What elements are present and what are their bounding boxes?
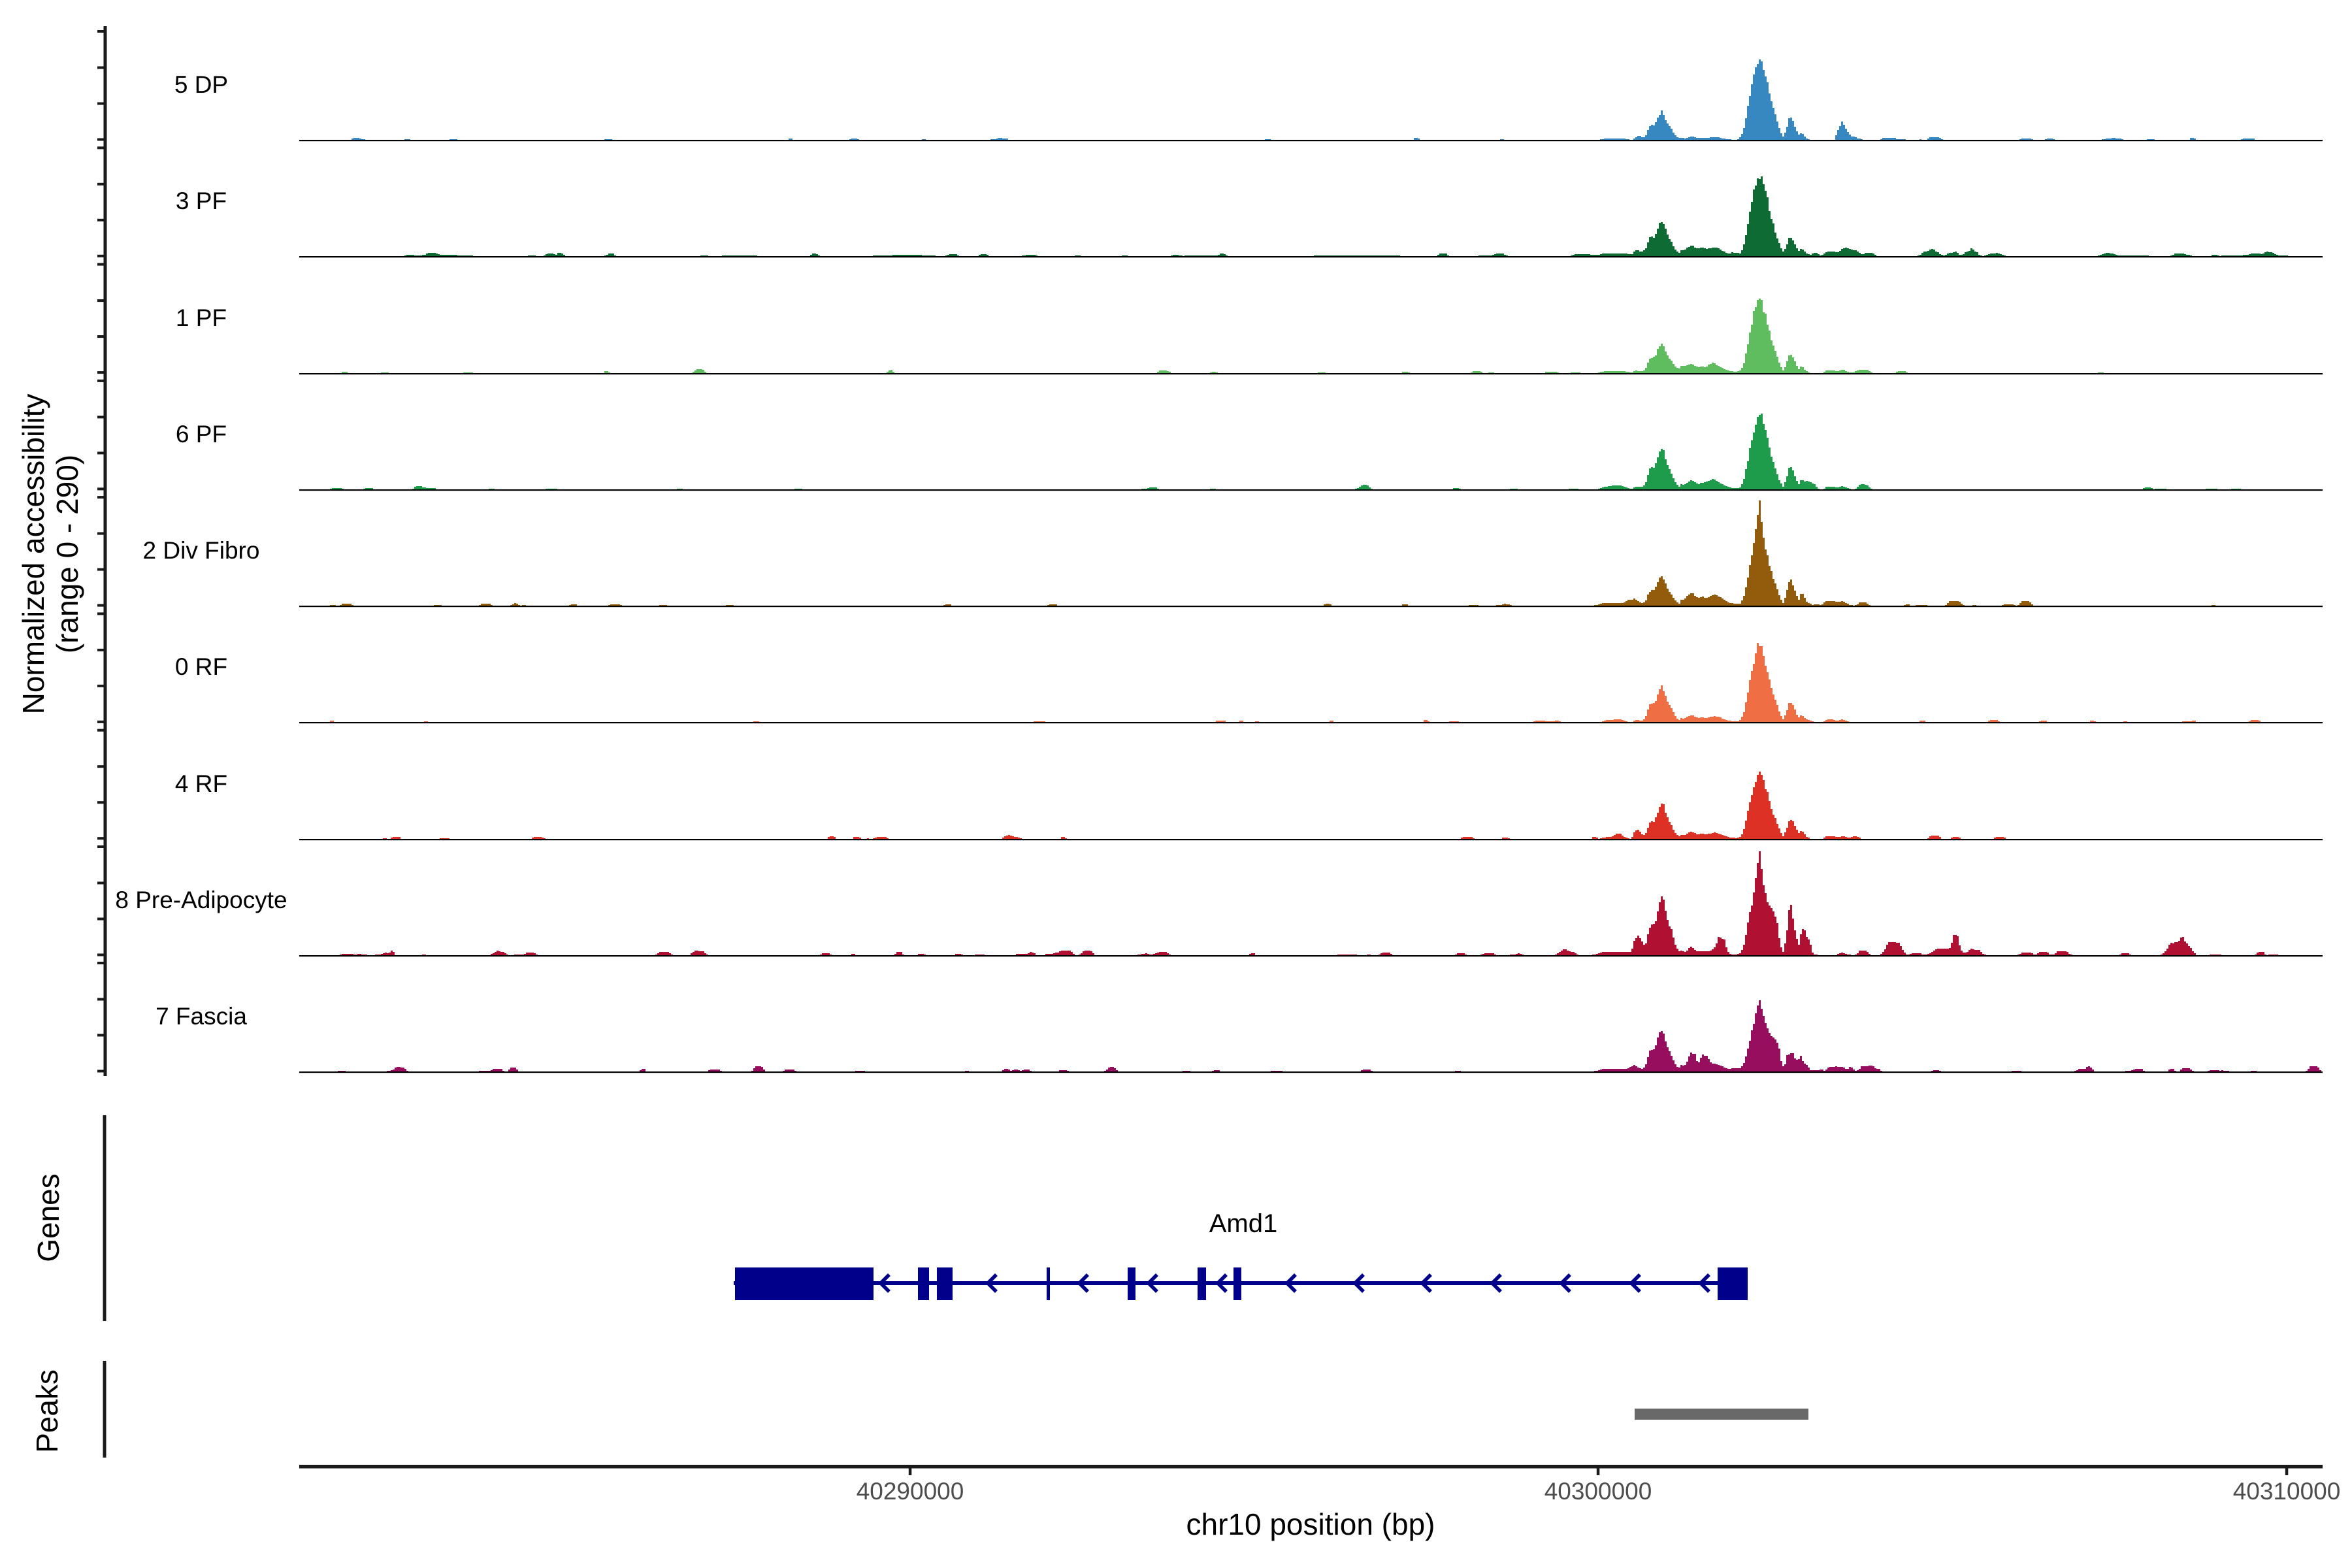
- svg-text:(range 0 - 290): (range 0 - 290): [50, 455, 84, 653]
- svg-text:40310000: 40310000: [2233, 1478, 2341, 1505]
- svg-text:chr10 position (bp): chr10 position (bp): [1186, 1507, 1435, 1541]
- svg-text:Amd1: Amd1: [1209, 1209, 1278, 1238]
- svg-text:8 Pre-Adipocyte: 8 Pre-Adipocyte: [115, 887, 287, 913]
- svg-text:Peaks: Peaks: [30, 1369, 64, 1453]
- svg-text:7 Fascia: 7 Fascia: [155, 1003, 247, 1030]
- svg-text:40300000: 40300000: [1544, 1478, 1652, 1505]
- svg-text:6 PF: 6 PF: [176, 421, 227, 448]
- svg-text:5 DP: 5 DP: [174, 71, 228, 98]
- svg-text:4 RF: 4 RF: [175, 770, 227, 797]
- svg-text:1 PF: 1 PF: [176, 304, 227, 331]
- svg-text:3 PF: 3 PF: [176, 188, 227, 214]
- svg-text:Normalized accessibility: Normalized accessibility: [16, 394, 50, 715]
- svg-text:40290000: 40290000: [857, 1478, 964, 1505]
- svg-text:Genes: Genes: [31, 1173, 65, 1262]
- svg-text:2 Div Fibro: 2 Div Fibro: [143, 537, 260, 564]
- svg-text:0 RF: 0 RF: [175, 653, 227, 680]
